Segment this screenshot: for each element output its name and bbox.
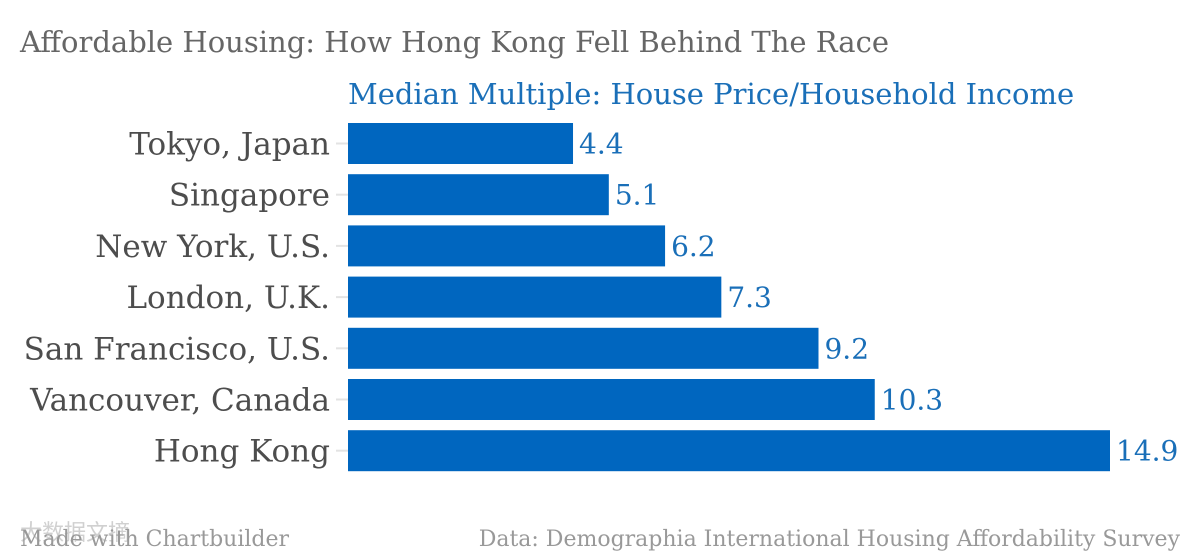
category-label: San Francisco, U.S. — [24, 331, 330, 367]
watermark: 大数据文摘 — [20, 521, 130, 546]
bars-group: Tokyo, Japan 4.4 Singapore 5.1 New York, U.S… — [24, 123, 1178, 472]
value-label: 14.9 — [1116, 435, 1178, 468]
bar — [348, 379, 875, 420]
bar — [348, 123, 574, 164]
footer-credit: Made with Chartbuilder — [20, 527, 290, 552]
value-label: 6.2 — [671, 230, 716, 263]
category-label: London, U.K. — [126, 280, 330, 316]
bar — [348, 225, 666, 267]
bar — [348, 276, 722, 318]
category-label: Tokyo, Japan — [129, 127, 330, 163]
value-label: 7.3 — [727, 281, 772, 314]
category-label: Vancouver, Canada — [29, 383, 330, 419]
chart-subtitle: Median Multiple: House Price/Household I… — [348, 77, 1074, 111]
value-label: 9.2 — [824, 332, 869, 365]
category-label: New York, U.S. — [95, 229, 330, 265]
category-label: Hong Kong — [154, 434, 330, 470]
value-label: 10.3 — [881, 384, 943, 417]
value-label: 5.1 — [615, 179, 660, 212]
category-label: Singapore — [169, 178, 330, 214]
value-label: 4.4 — [579, 128, 624, 161]
chart-title: Affordable Housing: How Hong Kong Fell B… — [19, 25, 889, 59]
bar — [348, 430, 1110, 472]
bar — [348, 327, 819, 369]
footer-source: Data: Demographia International Housing … — [479, 527, 1181, 552]
bar — [348, 174, 609, 216]
